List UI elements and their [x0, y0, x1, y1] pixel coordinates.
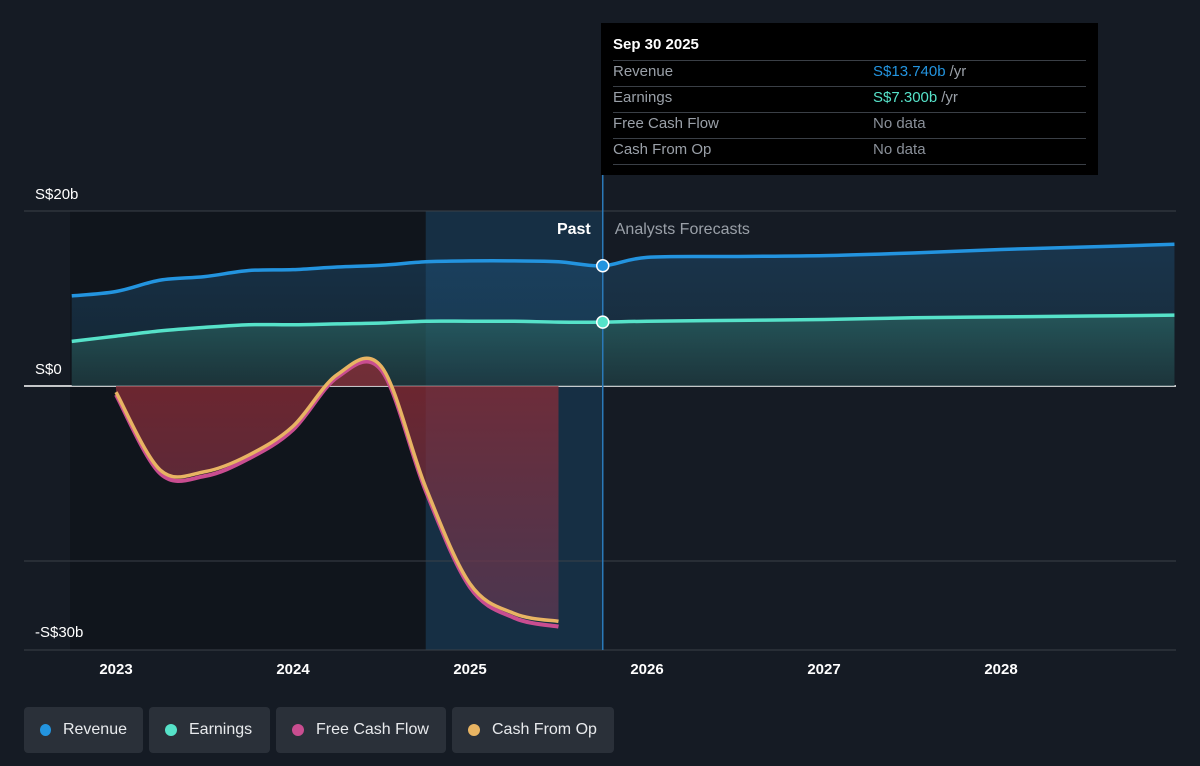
legend-dot-icon	[165, 724, 177, 736]
legend-label: Earnings	[189, 721, 253, 738]
tooltip-row-revenue: Revenue S$13.740b /yr	[613, 60, 1086, 86]
tooltip-label: Free Cash Flow	[613, 115, 719, 132]
legend-label: Free Cash Flow	[316, 721, 429, 738]
tooltip-value: No data	[873, 141, 926, 158]
tooltip-value: S$13.740b	[873, 63, 946, 80]
past-label: Past	[557, 221, 591, 238]
legend-item-revenue[interactable]: Revenue	[24, 707, 143, 753]
tooltip-value: S$7.300b	[873, 89, 938, 106]
revenue-line	[71, 242, 1175, 298]
tooltip-row-earnings: Earnings S$7.300b /yr	[613, 86, 1086, 112]
legend-item-free-cash-flow[interactable]: Free Cash Flow	[276, 707, 446, 753]
earnings-line	[71, 313, 1175, 344]
tooltip-label: Earnings	[613, 89, 673, 106]
cash-from-op-line	[114, 356, 559, 624]
tooltip-row-free-cash-flow: Free Cash Flow No data	[613, 112, 1086, 138]
tooltip-row-cash-from-op: Cash From Op No data	[613, 138, 1086, 165]
cash-flow-area	[116, 358, 559, 622]
free-cash-flow-line	[114, 359, 559, 629]
legend: Revenue Earnings Free Cash Flow Cash Fro…	[24, 707, 614, 753]
revenue-point	[596, 259, 610, 273]
chart-canvas: S$20b S$0 -S$30b 2023 2024 2025 2026 2027 2028 Pa…	[24, 175, 1176, 678]
x-tick-label: 2026	[630, 661, 663, 678]
legend-dot-icon	[468, 724, 480, 736]
earnings-point	[596, 315, 610, 329]
x-tick-label: 2027	[807, 661, 840, 678]
forecast-label: Analysts Forecasts	[615, 221, 750, 238]
tooltip-unit: /yr	[941, 89, 958, 106]
x-tick-label: 2024	[276, 661, 310, 678]
y-tick-label: S$0	[35, 361, 62, 378]
legend-dot-icon	[292, 724, 304, 736]
x-tick-label: 2028	[984, 661, 1017, 678]
legend-item-cash-from-op[interactable]: Cash From Op	[452, 707, 614, 753]
tooltip-value: No data	[873, 115, 926, 132]
tooltip-unit: /yr	[949, 63, 967, 80]
tooltip-date: Sep 30 2025	[613, 36, 699, 53]
legend-label: Cash From Op	[492, 721, 597, 738]
y-tick-label: -S$30b	[35, 624, 83, 641]
legend-item-earnings[interactable]: Earnings	[149, 707, 270, 753]
legend-dot-icon	[40, 724, 51, 736]
legend-label: Revenue	[62, 721, 127, 738]
tooltip-label: Cash From Op	[613, 141, 712, 158]
x-tick-label: 2025	[453, 661, 486, 678]
y-tick-label: S$20b	[35, 186, 78, 203]
tooltip: Sep 30 2025 Revenue S$13.740b /yr Earnin…	[601, 23, 1098, 175]
tooltip-label: Revenue	[613, 63, 674, 80]
x-tick-label: 2023	[99, 661, 132, 678]
